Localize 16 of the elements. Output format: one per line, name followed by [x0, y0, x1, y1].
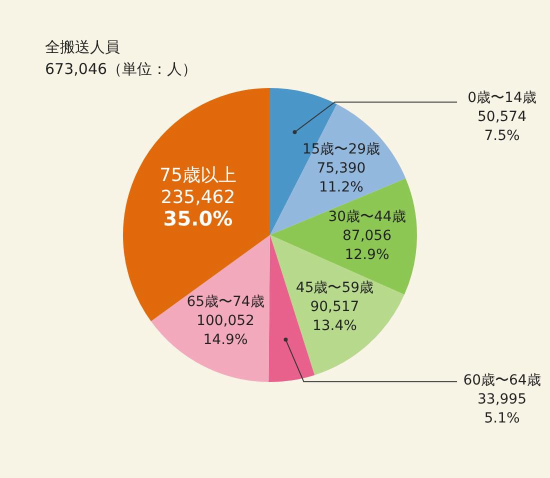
slice-label: 0歳〜14歳 — [468, 90, 536, 106]
slice-label: 60歳〜64歳 — [463, 372, 541, 388]
data-label: 33,995 5.1% — [478, 391, 526, 426]
chart-subtitle: 673,046（単位：人） — [45, 60, 198, 78]
slice-label: 45歳〜59歳 — [296, 280, 374, 296]
chart-title: 全搬送人員 — [45, 38, 120, 56]
data-label: 90,517 13.4% — [310, 298, 360, 334]
data-label: 75,390 11.2% — [316, 160, 366, 196]
data-label: 50,574 7.5% — [478, 108, 527, 144]
data-label: 87,056 12.9% — [342, 228, 392, 263]
data-label: 235,462 35.0% — [160, 186, 236, 230]
slice-label: 30歳〜44歳 — [328, 208, 406, 225]
slice-label: 75歳以上 — [160, 164, 236, 186]
slice-label: 15歳〜29歳 — [302, 142, 380, 158]
slice-label: 65歳〜74歳 — [186, 294, 264, 310]
data-label: 100,052 14.9% — [196, 312, 254, 348]
